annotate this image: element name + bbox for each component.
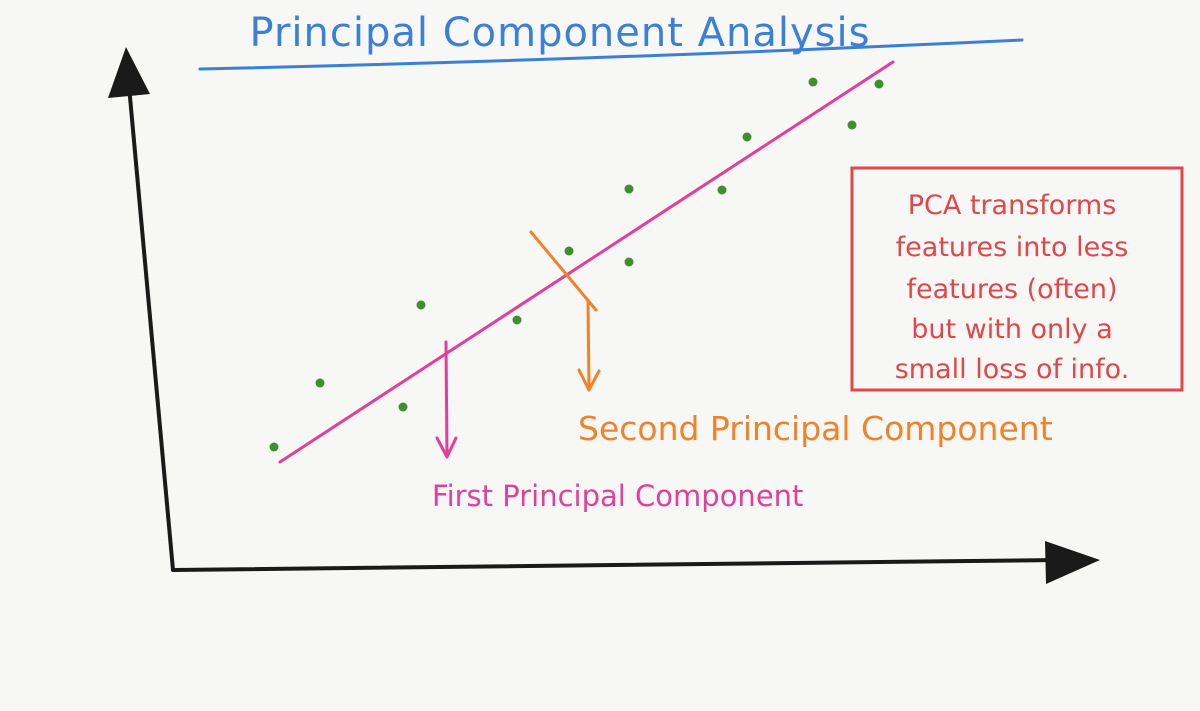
data-point [398, 402, 408, 412]
note-line-4: but with only a [911, 314, 1113, 345]
second-component-label: Second Principal Component [578, 409, 1053, 448]
y-axis-arrowhead [108, 47, 150, 98]
diagram-title: Principal Component Analysis [250, 10, 871, 56]
note-line-5: small loss of info. [895, 354, 1130, 385]
first-component-label: First Principal Component [432, 479, 803, 513]
y-axis-line [126, 73, 175, 572]
second-component-arrow [577, 298, 601, 392]
data-point [624, 257, 634, 267]
data-points [269, 77, 884, 452]
data-point [269, 442, 279, 452]
data-point [564, 246, 574, 256]
data-point [847, 120, 857, 130]
second-principal-component-segment [529, 230, 598, 312]
note-box: PCA transforms features into less featur… [850, 166, 1184, 392]
note-line-2: features into less [896, 232, 1129, 263]
note-line-3: features (often) [906, 274, 1117, 305]
first-component-arrow [435, 340, 458, 459]
data-point [416, 300, 426, 310]
note-line-1: PCA transforms [908, 190, 1117, 221]
first-principal-component-line [278, 60, 895, 464]
data-point [717, 185, 727, 195]
data-point [315, 378, 325, 388]
data-point [624, 184, 634, 194]
x-axis-arrowhead [1045, 541, 1100, 584]
data-point [742, 132, 752, 142]
data-point [874, 79, 884, 89]
title-underline [198, 38, 1024, 71]
data-point [512, 315, 522, 325]
note-box-border [850, 166, 1184, 392]
axes [126, 73, 1062, 572]
x-axis-line [171, 558, 1062, 572]
data-point [808, 77, 818, 87]
